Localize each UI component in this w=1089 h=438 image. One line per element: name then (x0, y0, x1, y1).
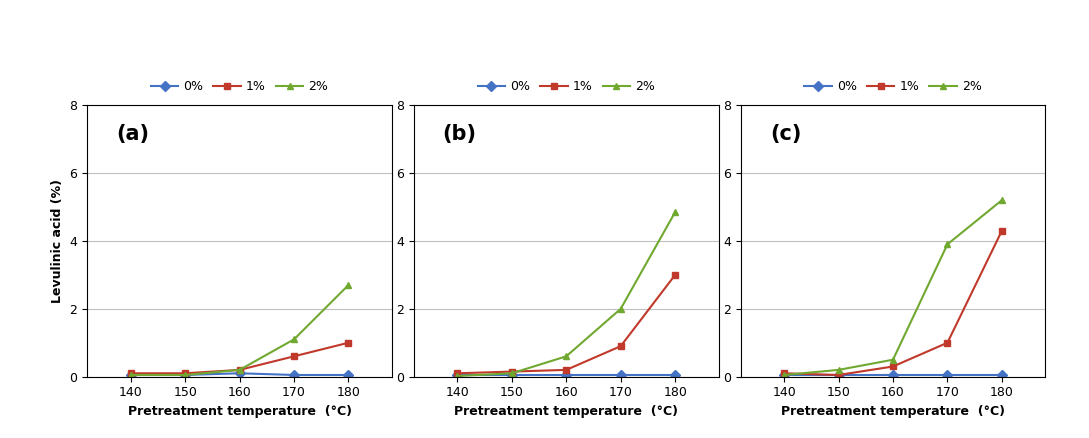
2% (342, 283, 355, 288)
1% (560, 367, 573, 372)
1% (451, 371, 464, 376)
Legend: 0%, 1%, 2%: 0%, 1%, 2% (151, 81, 328, 93)
2% (886, 357, 900, 362)
Line: 0%: 0% (127, 370, 352, 378)
2% (778, 372, 791, 378)
0% (342, 372, 355, 378)
2% (505, 371, 518, 376)
Line: 1%: 1% (781, 227, 1005, 378)
2% (560, 354, 573, 359)
0% (778, 372, 791, 378)
1% (778, 371, 791, 376)
1% (179, 371, 192, 376)
2% (614, 306, 627, 311)
Line: 2%: 2% (127, 282, 352, 378)
1% (886, 364, 900, 369)
2% (941, 242, 954, 247)
Line: 0%: 0% (781, 371, 1005, 378)
1% (614, 343, 627, 349)
1% (124, 371, 137, 376)
0% (886, 372, 900, 378)
0% (832, 372, 845, 378)
Legend: 0%, 1%, 2%: 0%, 1%, 2% (805, 81, 981, 93)
Line: 1%: 1% (454, 272, 678, 377)
0% (179, 372, 192, 378)
0% (233, 371, 246, 376)
0% (505, 372, 518, 378)
X-axis label: Pretreatment temperature  (°C): Pretreatment temperature (°C) (781, 405, 1005, 418)
0% (124, 372, 137, 378)
2% (451, 373, 464, 378)
1% (995, 228, 1008, 233)
Y-axis label: Levulinic acid (%): Levulinic acid (%) (51, 179, 64, 303)
2% (233, 367, 246, 372)
1% (342, 340, 355, 345)
Text: (a): (a) (117, 124, 149, 144)
2% (669, 209, 682, 215)
0% (669, 372, 682, 378)
1% (287, 354, 301, 359)
Legend: 0%, 1%, 2%: 0%, 1%, 2% (478, 81, 654, 93)
1% (669, 272, 682, 278)
1% (233, 367, 246, 372)
Text: (b): (b) (442, 124, 477, 144)
0% (614, 372, 627, 378)
X-axis label: Pretreatment temperature  (°C): Pretreatment temperature (°C) (454, 405, 678, 418)
2% (832, 367, 845, 372)
X-axis label: Pretreatment temperature  (°C): Pretreatment temperature (°C) (127, 405, 352, 418)
1% (505, 369, 518, 374)
Line: 1%: 1% (127, 339, 352, 377)
Line: 2%: 2% (454, 208, 678, 379)
Text: (c): (c) (771, 124, 802, 144)
2% (124, 372, 137, 378)
0% (560, 372, 573, 378)
1% (832, 372, 845, 378)
2% (995, 198, 1008, 203)
1% (941, 340, 954, 345)
0% (451, 372, 464, 378)
0% (941, 372, 954, 378)
Line: 2%: 2% (781, 197, 1005, 378)
Line: 0%: 0% (454, 371, 678, 378)
2% (179, 372, 192, 378)
0% (995, 372, 1008, 378)
0% (287, 372, 301, 378)
2% (287, 337, 301, 342)
